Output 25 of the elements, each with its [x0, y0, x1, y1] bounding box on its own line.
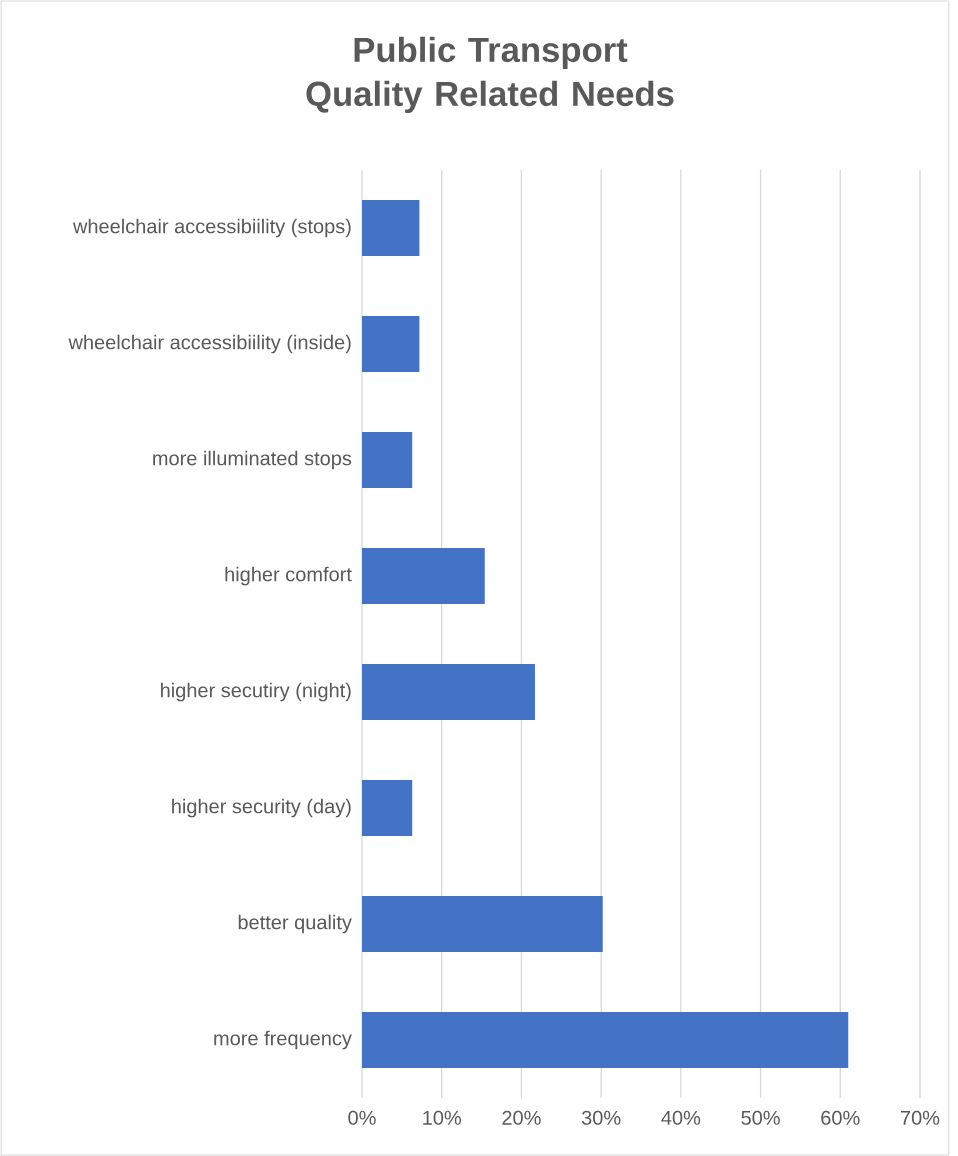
y-tick-label: better quality: [238, 914, 352, 934]
y-tick-label: wheelchair accessibiility (inside): [68, 334, 351, 354]
y-tick-label: higher comfort: [225, 566, 352, 586]
bar: [362, 432, 413, 489]
bar: [362, 548, 485, 605]
bar: [362, 200, 420, 257]
bar: [362, 896, 603, 953]
y-tick-label: higher secutiry (night): [161, 682, 351, 702]
x-tick-label: 40%: [661, 1110, 701, 1125]
x-tick-label: 30%: [581, 1110, 621, 1125]
x-tick-label: 70%: [901, 1110, 940, 1125]
y-tick-label: more frequency: [214, 1030, 352, 1050]
chart-title: Public Transport Quality Related Needs: [306, 36, 674, 114]
bar: [362, 780, 413, 837]
x-tick-label: 20%: [502, 1110, 541, 1125]
bar: [362, 1012, 849, 1069]
x-tick-label: 60%: [821, 1110, 860, 1125]
y-tick-label: wheelchair accessibiility (stops): [72, 218, 351, 238]
bar: [362, 316, 420, 373]
y-tick-label: higher security (day): [172, 798, 351, 818]
x-tick-label: 50%: [741, 1110, 780, 1125]
bar: [362, 664, 535, 721]
y-tick-label: more illuminated stops: [153, 450, 352, 470]
x-tick-label: 0%: [348, 1110, 376, 1125]
x-tick-label: 10%: [423, 1110, 461, 1125]
